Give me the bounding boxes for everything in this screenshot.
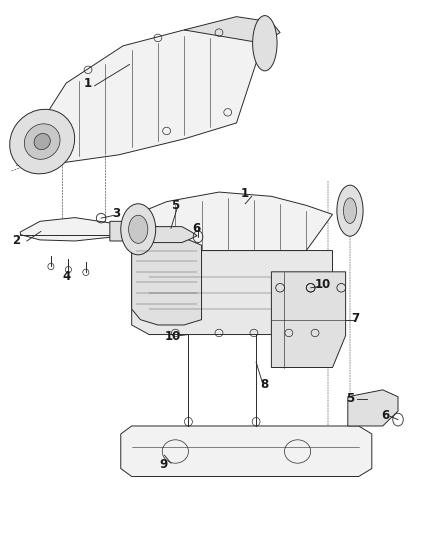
Text: 8: 8	[261, 378, 269, 391]
Text: 10: 10	[315, 278, 331, 291]
Text: 4: 4	[62, 270, 71, 282]
Ellipse shape	[10, 109, 74, 174]
Polygon shape	[110, 221, 138, 241]
Ellipse shape	[129, 215, 148, 244]
Polygon shape	[348, 390, 398, 426]
Polygon shape	[151, 227, 197, 243]
Text: 5: 5	[346, 392, 354, 405]
Polygon shape	[35, 30, 263, 163]
Text: 10: 10	[165, 330, 181, 343]
Text: 5: 5	[171, 199, 180, 212]
Polygon shape	[20, 217, 123, 241]
Polygon shape	[184, 17, 280, 43]
Text: 1: 1	[84, 77, 92, 90]
Ellipse shape	[121, 204, 155, 255]
Polygon shape	[121, 426, 372, 477]
Text: 2: 2	[12, 235, 20, 247]
Text: 3: 3	[112, 207, 120, 220]
Ellipse shape	[34, 133, 50, 150]
Text: 9: 9	[159, 458, 167, 471]
Text: 6: 6	[381, 409, 389, 422]
Text: 6: 6	[192, 222, 201, 235]
Text: 7: 7	[351, 312, 359, 325]
Polygon shape	[132, 192, 332, 251]
Ellipse shape	[337, 185, 363, 236]
Polygon shape	[132, 251, 332, 335]
Text: 1: 1	[241, 187, 249, 200]
Ellipse shape	[253, 15, 277, 71]
Ellipse shape	[24, 124, 60, 159]
Polygon shape	[132, 216, 201, 325]
Ellipse shape	[343, 198, 357, 223]
Polygon shape	[272, 272, 346, 368]
